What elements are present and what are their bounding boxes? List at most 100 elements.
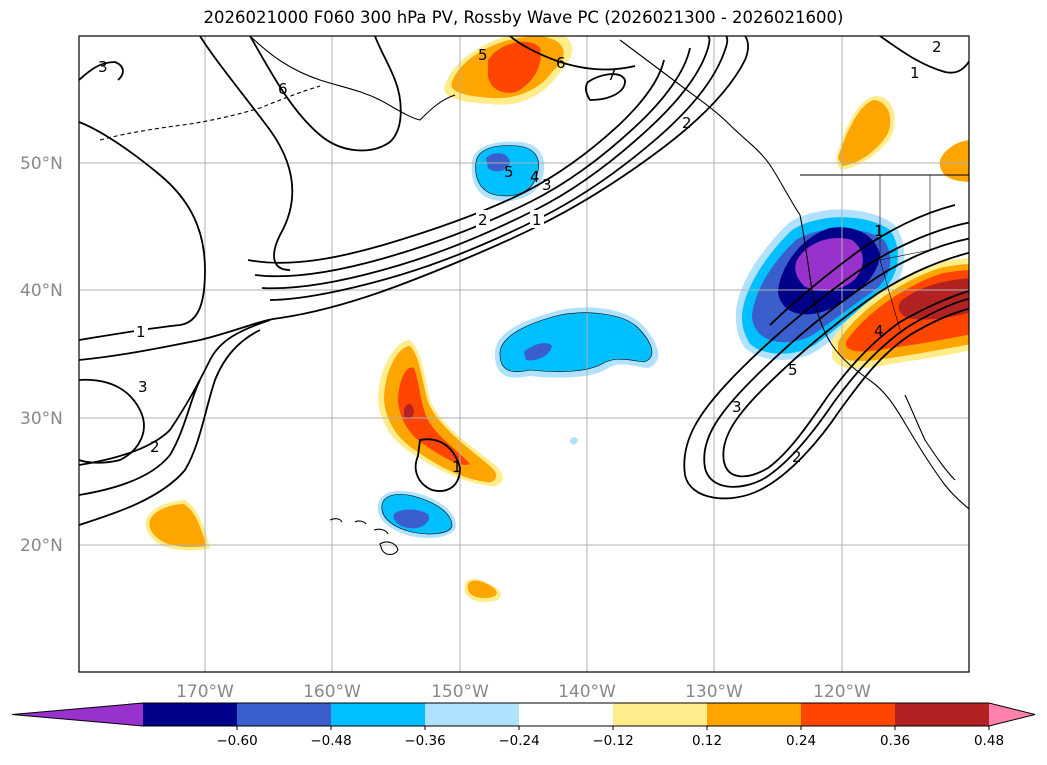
pv-contour-2 bbox=[269, 36, 729, 301]
positive-anomaly-alaska-gulf-max bbox=[487, 41, 541, 93]
coastline-baja bbox=[904, 394, 956, 481]
positive-anomaly-canada-1-core bbox=[838, 100, 891, 166]
pv-contour-3 bbox=[261, 36, 711, 290]
contour-labels: 1 2 1 3 4 5 6 5 7 6 3 3 2 1 3 2 5 4 1 2 … bbox=[98, 38, 942, 476]
negative-anomaly-small-dot bbox=[570, 437, 578, 445]
negative-anomaly-west-coast-max bbox=[795, 238, 863, 291]
colorbar-tick-label: −0.60 bbox=[216, 733, 257, 749]
colorbar-outline bbox=[11, 702, 1036, 727]
anomaly-outlines bbox=[381, 145, 653, 535]
pv-contour-north-6 bbox=[509, 36, 636, 71]
pv-contour-trough-2 bbox=[703, 237, 969, 488]
colorbar-tick-label: −0.36 bbox=[404, 733, 445, 749]
pv-contour-subtropical-loop bbox=[414, 438, 461, 492]
outline-central-pacific bbox=[499, 312, 653, 372]
colorbar-swatch bbox=[707, 703, 802, 726]
colorbar-extend-min bbox=[12, 703, 143, 726]
lat-label-50n: 50°N bbox=[20, 154, 63, 174]
contour-label-4-southwest: 4 bbox=[874, 322, 884, 340]
positive-anomaly-tropics-core bbox=[467, 580, 497, 598]
contour-label-5-pacific: 5 bbox=[504, 163, 514, 181]
map-frame bbox=[78, 35, 970, 673]
anomaly-shading bbox=[145, 36, 969, 602]
colorbar-tick-label: −0.12 bbox=[592, 733, 633, 749]
contour-label-2-west: 2 bbox=[150, 438, 160, 456]
contour-label-4-pacific: 4 bbox=[530, 168, 540, 186]
lon-label-160w: 160°W bbox=[303, 682, 361, 702]
contour-label-5-north: 5 bbox=[478, 46, 488, 64]
negative-anomaly-north-pacific-max bbox=[486, 153, 510, 172]
coastline-west-coast-us bbox=[799, 214, 969, 510]
colorbar: −0.60 −0.48 −0.36 −0.24 −0.12 0.12 0.24 0.36 0.4… bbox=[11, 702, 1036, 749]
outline-hawaii bbox=[381, 494, 453, 535]
contour-label-6-north: 6 bbox=[556, 54, 566, 72]
contour-label-1-east: 1 bbox=[910, 64, 920, 82]
pv-contour-trough-4 bbox=[769, 204, 956, 326]
lon-label-150w: 150°W bbox=[431, 682, 489, 702]
contour-label-1-pacific: 1 bbox=[532, 211, 542, 229]
contour-label-2-trough: 2 bbox=[792, 448, 802, 466]
contour-label-7-north: 7 bbox=[607, 66, 617, 84]
negative-anomaly-central-pacific-max bbox=[524, 343, 552, 361]
colorbar-tick-label: 0.48 bbox=[974, 733, 1004, 749]
positive-anomaly-canada-2 bbox=[939, 140, 969, 182]
colorbar-swatch bbox=[613, 703, 708, 726]
positive-anomaly-subtropics-max bbox=[404, 404, 414, 419]
latitude-labels: 50°N 40°N 30°N 20°N bbox=[20, 154, 63, 556]
colorbar-swatch bbox=[519, 703, 614, 726]
coastline-hawaii bbox=[329, 518, 399, 556]
colorbar-tick-label: 0.36 bbox=[880, 733, 910, 749]
colorbar-swatch bbox=[331, 703, 426, 726]
contour-label-5-trough: 5 bbox=[788, 361, 798, 379]
contour-label-2-pacific: 2 bbox=[478, 211, 488, 229]
pv-contour-trough-outer bbox=[683, 221, 969, 500]
colorbar-swatch bbox=[237, 703, 332, 726]
lon-label-120w: 120°W bbox=[813, 682, 871, 702]
lon-label-140w: 140°W bbox=[558, 682, 616, 702]
positive-anomaly-west-pacific-core bbox=[149, 504, 206, 548]
pv-contour-4 bbox=[254, 47, 691, 278]
contour-label-2-alaska: 2 bbox=[682, 114, 692, 132]
colorbar-tick-label: −0.48 bbox=[310, 733, 351, 749]
negative-anomaly-hawaii-max bbox=[393, 509, 429, 529]
contour-label-2-northeast: 2 bbox=[932, 38, 942, 56]
colorbar-swatch bbox=[143, 703, 238, 726]
positive-anomaly-subtropics-3 bbox=[398, 367, 470, 465]
pv-contour-northwest-3 bbox=[79, 61, 124, 81]
colorbar-swatch bbox=[801, 703, 896, 726]
contour-label-3-trough: 3 bbox=[732, 398, 742, 416]
longitude-labels: 170°W 160°W 150°W 140°W 130°W 120°W bbox=[176, 682, 871, 702]
pv-contour-northwest-loop bbox=[249, 36, 402, 152]
colorbar-tick-label: 0.24 bbox=[786, 733, 816, 749]
pv-contour-west-trough-4 bbox=[79, 379, 201, 496]
contour-label-6-northwest: 6 bbox=[278, 80, 288, 98]
contour-label-3-west: 3 bbox=[138, 378, 148, 396]
map-title: 2026021000 F060 300 hPa PV, Rossby Wave … bbox=[203, 8, 844, 27]
pv-contour-west-trough-3 bbox=[79, 329, 261, 526]
contour-label-1-west: 1 bbox=[136, 323, 146, 341]
contour-label-3-northwest: 3 bbox=[98, 58, 108, 76]
colorbar-extend-max bbox=[989, 703, 1035, 726]
pv-contour-west-trough-2 bbox=[79, 319, 271, 466]
lat-label-40n: 40°N bbox=[20, 281, 63, 301]
lat-label-20n: 20°N bbox=[20, 536, 63, 556]
colorbar-tick-label: −0.24 bbox=[498, 733, 539, 749]
lat-label-30n: 30°N bbox=[20, 409, 63, 429]
outline-north-pacific bbox=[475, 145, 539, 197]
contour-label-3-pacific: 3 bbox=[542, 176, 552, 194]
pv-contour-1-west-b bbox=[79, 36, 749, 361]
pv-contour-trough-3 bbox=[722, 251, 969, 478]
colorbar-swatch bbox=[425, 703, 520, 726]
pv-contour-5 bbox=[247, 59, 665, 264]
pv-contour-7-loop bbox=[585, 73, 626, 101]
lon-label-130w: 130°W bbox=[685, 682, 743, 702]
graticule bbox=[79, 36, 969, 672]
colorbar-tick-label: 0.12 bbox=[692, 733, 722, 749]
map-plot-area: 1 2 1 3 4 5 6 5 7 6 3 3 2 1 3 2 5 4 1 2 … bbox=[79, 36, 969, 672]
lon-label-170w: 170°W bbox=[176, 682, 234, 702]
contour-label-1-subtropics: 1 bbox=[452, 458, 462, 476]
coastline-alaska bbox=[249, 36, 456, 121]
positive-anomaly-southwest-us-max bbox=[898, 278, 969, 320]
pv-contour-east-1 bbox=[879, 36, 969, 74]
